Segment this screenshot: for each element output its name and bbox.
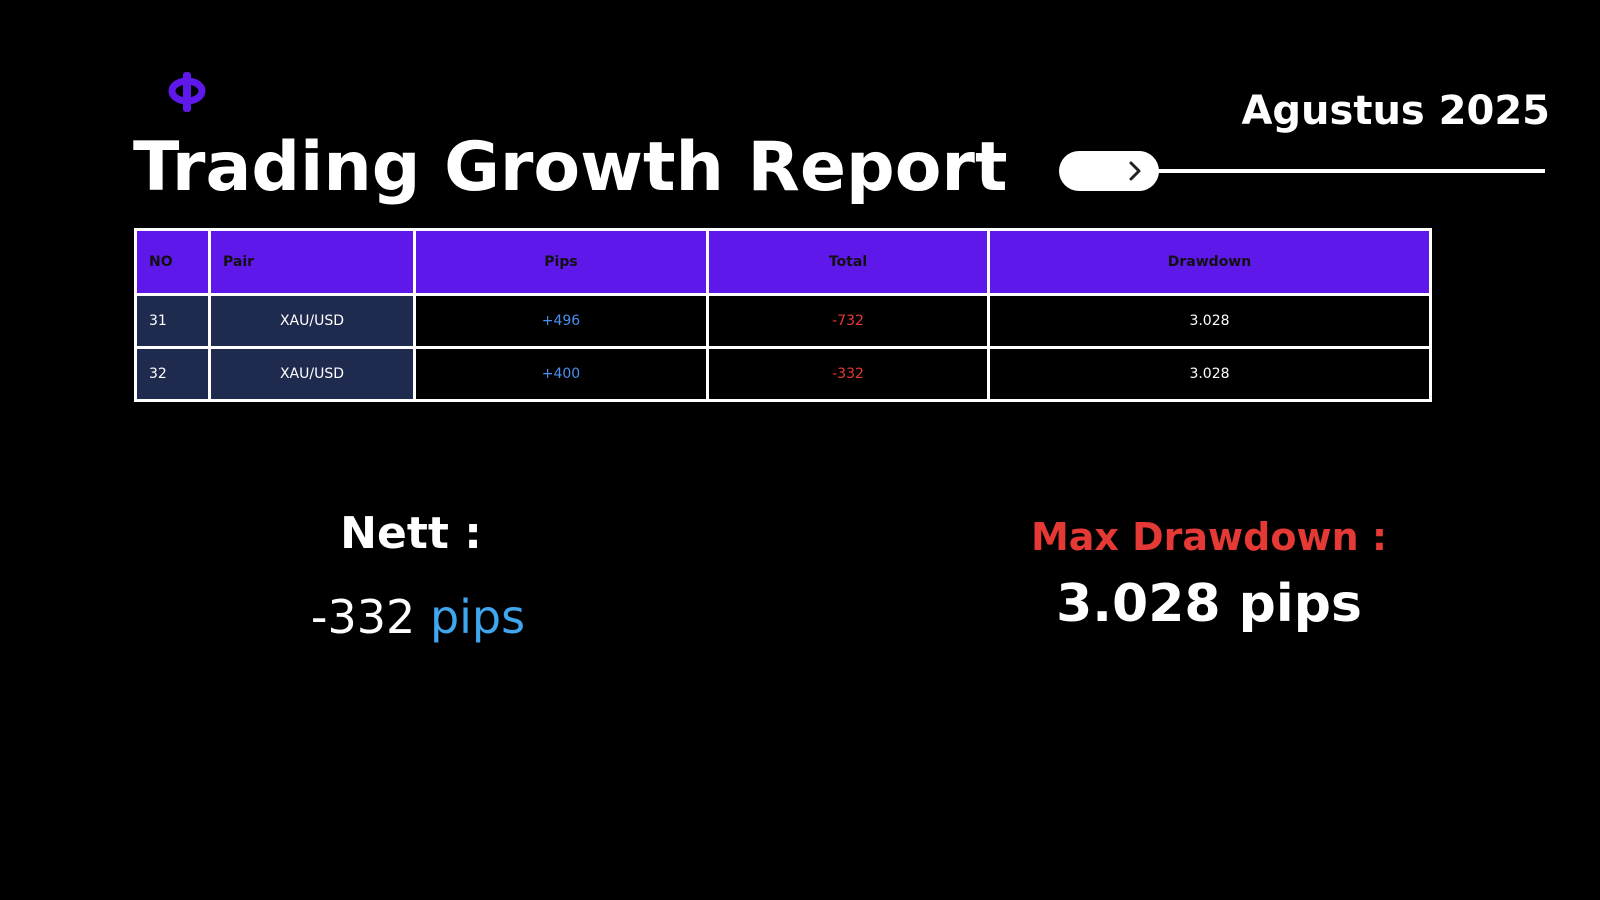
column-header: Pair: [208, 228, 416, 296]
header-row: NO Pair Pips Total Drawdown: [134, 228, 1432, 296]
drawdown-value: 3.028 pips: [1056, 574, 1362, 634]
cell: +400: [413, 346, 709, 402]
drawdown-label: Max Drawdown :: [1030, 515, 1388, 559]
cell: -732: [706, 293, 990, 349]
report-table: NO Pair Pips Total Drawdown 31 XAU/USD +…: [134, 228, 1432, 402]
cell: 31: [134, 293, 211, 349]
cell: 3.028: [987, 293, 1432, 349]
column-header: Drawdown: [987, 228, 1432, 296]
cell: 3.028: [987, 346, 1432, 402]
table-row: 31 XAU/USD +496 -732 3.028: [134, 293, 1432, 349]
nett-unit: pips: [429, 590, 526, 644]
cell: XAU/USD: [208, 293, 416, 349]
column-header: Pips: [413, 228, 709, 296]
slider-knob: [1059, 151, 1159, 191]
date: Agustus 2025: [1241, 88, 1550, 134]
cell: +496: [413, 293, 709, 349]
cell: -332: [706, 346, 990, 402]
column-header: NO: [134, 228, 211, 296]
table-row: 32 XAU/USD +400 -332 3.028: [134, 346, 1432, 402]
nett-line: -332 pips: [311, 590, 525, 644]
cell: 32: [134, 346, 211, 402]
title: Trading Growth Report: [133, 128, 1008, 207]
column-header: Total: [706, 228, 990, 296]
nett-value: -332: [310, 590, 416, 644]
cell: XAU/USD: [208, 346, 416, 402]
logo: [168, 72, 206, 112]
slider: [1059, 151, 1545, 191]
arrow-icon: [1129, 161, 1141, 181]
nett-label: Nett :: [340, 508, 482, 559]
